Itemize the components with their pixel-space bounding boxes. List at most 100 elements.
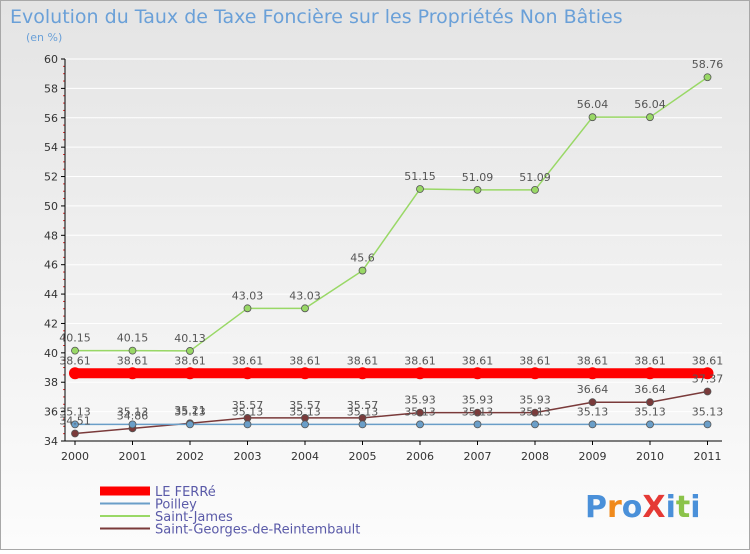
data-label: 35.13 [577, 405, 609, 418]
data-point [71, 420, 79, 429]
x-tick-label: 2009 [579, 450, 607, 463]
data-point [703, 420, 712, 429]
y-minor-tick [63, 161, 65, 163]
data-label: 35.13 [289, 405, 321, 418]
series-line-2 [75, 76, 708, 352]
y-minor-tick [63, 198, 65, 200]
logo-letter: r [607, 490, 622, 525]
data-label: 38.61 [347, 354, 379, 367]
data-point [243, 304, 252, 313]
data-point [529, 367, 541, 380]
y-minor-tick [63, 168, 65, 170]
data-label: 38.61 [59, 354, 91, 367]
data-label: 40.15 [117, 332, 149, 345]
y-tick-label: 52 [44, 171, 58, 184]
y-minor-tick [63, 367, 65, 369]
y-minor-tick [63, 308, 65, 310]
y-minor-tick [63, 300, 65, 302]
y-tick-label: 44 [44, 288, 58, 301]
data-label: 35.93 [404, 394, 436, 407]
data-point [701, 367, 714, 380]
y-minor-tick [63, 315, 65, 317]
x-tick-label: 2008 [521, 450, 549, 463]
data-point [473, 420, 482, 429]
data-label: 38.61 [577, 354, 609, 367]
y-minor-tick [63, 227, 65, 229]
data-point [703, 387, 712, 396]
data-label: 35.93 [462, 394, 494, 407]
data-point [128, 346, 137, 355]
axes: 34 36 38 40 42 44 46 48 50 52 54 56 58 60 2000 2001 2002… [44, 53, 722, 463]
proxiti-logo: ProXiti [585, 490, 701, 525]
data-point [356, 367, 369, 380]
x-tick-label: 2003 [234, 450, 262, 463]
data-label: 56.04 [634, 98, 666, 111]
data-point [586, 367, 599, 380]
x-tick-label: 2000 [61, 450, 89, 463]
legend-label: LE FERRé [155, 485, 216, 500]
y-minor-tick [63, 154, 65, 155]
data-label: 35.13 [59, 405, 91, 418]
data-point [588, 398, 597, 407]
y-minor-tick [63, 190, 65, 192]
y-minor-tick [63, 65, 65, 67]
data-label: 35.13 [232, 405, 264, 418]
y-minor-tick [63, 124, 65, 126]
legend-label: Saint-James [155, 510, 233, 525]
data-point [186, 420, 194, 429]
data-point [184, 367, 196, 380]
data-label: 35.13 [692, 405, 724, 418]
y-minor-tick [63, 389, 65, 391]
data-point [644, 367, 656, 380]
y-minor-tick [63, 330, 65, 332]
data-point [473, 408, 482, 417]
data-point [646, 420, 654, 429]
x-tick-label: 2005 [349, 450, 377, 463]
data-label: 38.61 [462, 354, 494, 367]
data-point [299, 367, 311, 380]
legend-label: Saint-Georges-de-Reintembault [155, 523, 360, 538]
x-tick-label: 2007 [464, 450, 492, 463]
y-minor-tick [63, 73, 65, 75]
y-minor-tick [63, 433, 65, 435]
data-label: 38.61 [692, 354, 724, 367]
data-point [69, 367, 81, 380]
data-label: 38.61 [117, 354, 149, 367]
y-tick-label: 54 [44, 141, 58, 154]
y-minor-tick [63, 139, 65, 141]
data-point [414, 367, 426, 380]
data-point [531, 420, 539, 429]
y-minor-tick [63, 95, 65, 97]
data-point [588, 113, 597, 122]
logo-letter: P [585, 490, 607, 525]
data-label: 35.13 [462, 405, 494, 418]
y-tick-label: 58 [44, 82, 58, 95]
y-tick-label: 46 [44, 259, 58, 272]
y-tick-label: 60 [44, 53, 58, 66]
data-point [301, 304, 309, 313]
data-label: 35.13 [519, 405, 551, 418]
data-label: 51.09 [519, 171, 551, 184]
data-point [646, 113, 654, 122]
data-label: 38.61 [174, 354, 206, 367]
data-point [71, 429, 79, 438]
data-point [71, 346, 79, 355]
data-point [531, 186, 539, 194]
data-point [646, 398, 654, 407]
data-label: 51.15 [404, 170, 436, 183]
y-minor-tick [63, 242, 65, 244]
data-label: 38.61 [289, 354, 321, 367]
data-label: 36.64 [634, 383, 666, 396]
y-tick-label: 36 [44, 406, 58, 419]
y-tick-label: 48 [44, 229, 58, 242]
data-point [531, 408, 539, 417]
y-minor-tick [63, 183, 65, 185]
data-labels: 40.15 40.15 40.13 43.03 43.03 45.6 51.15 51.09 5… [59, 58, 723, 427]
data-label: 35.93 [519, 394, 551, 407]
y-minor-tick [63, 396, 65, 398]
y-minor-tick [63, 256, 65, 258]
x-tick-label: 2011 [694, 450, 722, 463]
data-label: 43.03 [289, 289, 321, 302]
y-minor-tick [63, 286, 65, 288]
grid [65, 58, 722, 442]
